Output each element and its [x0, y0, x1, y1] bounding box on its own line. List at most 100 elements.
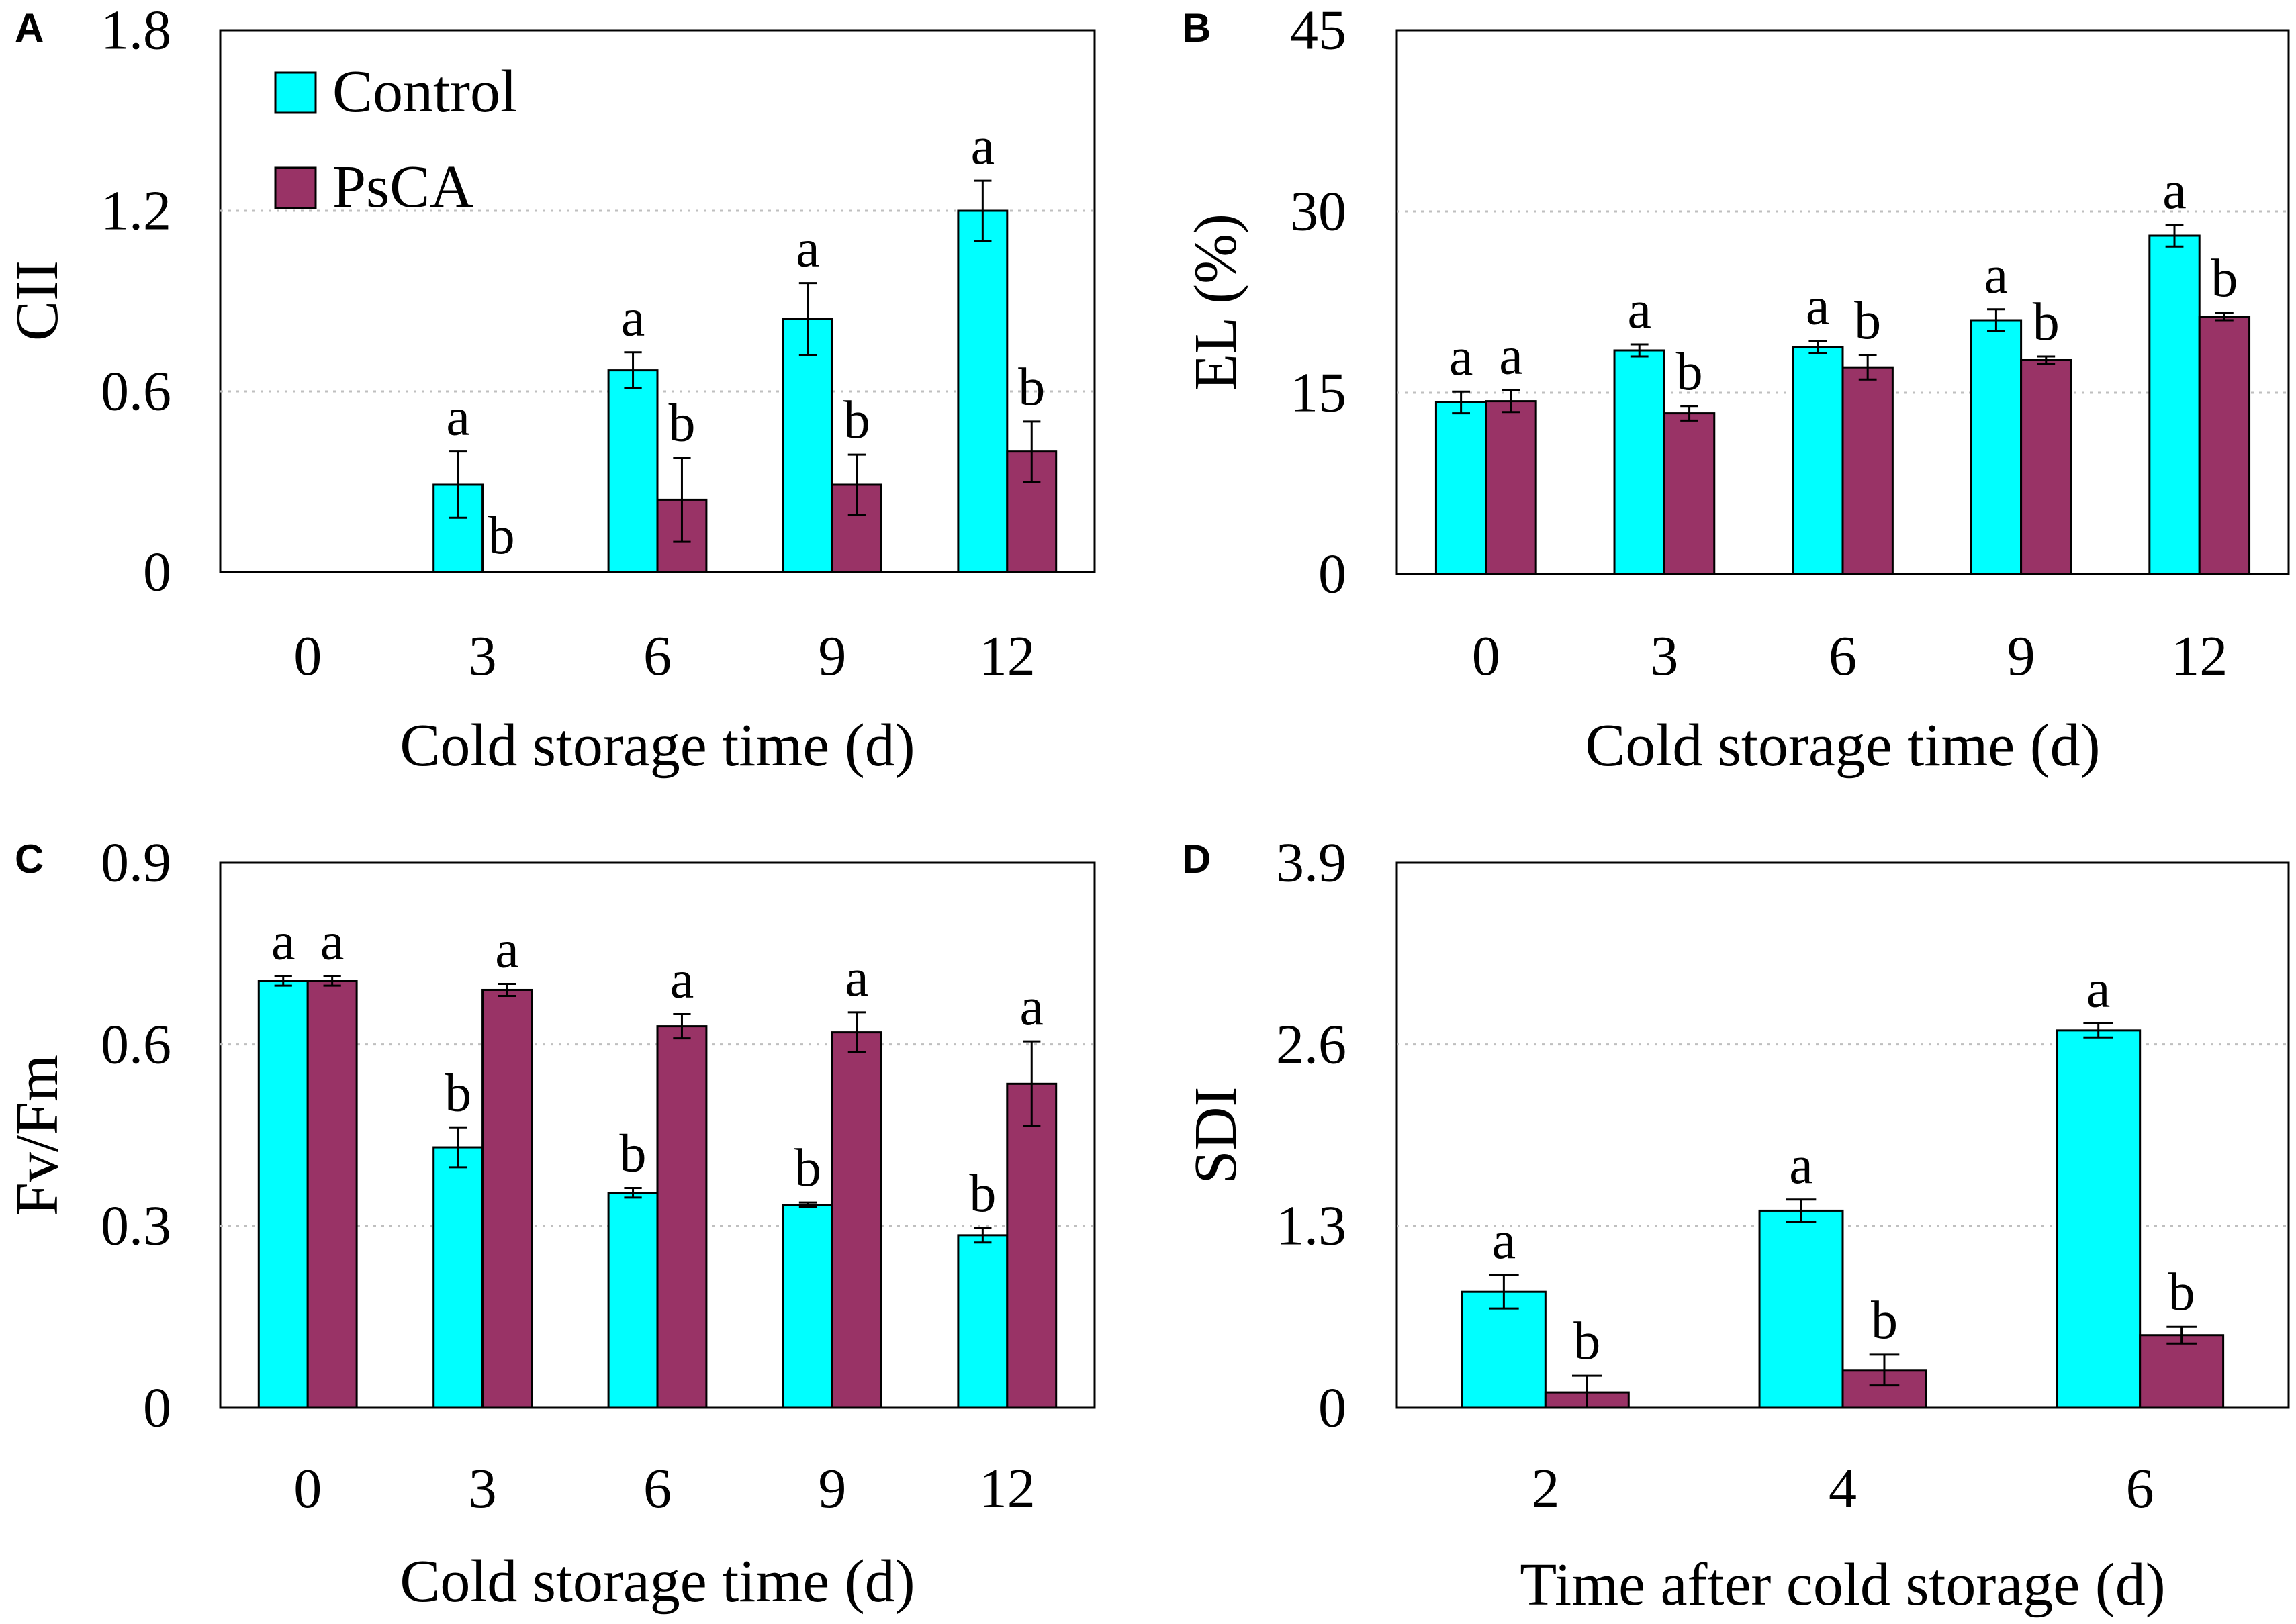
significance-letter-control-0: a	[271, 912, 295, 971]
y-tick-label: 3.9	[1276, 832, 1346, 894]
significance-letter-control-0: a	[1449, 328, 1473, 387]
y-tick-label: 0.3	[101, 1195, 171, 1257]
significance-letter-psca-12: a	[1019, 977, 1044, 1037]
x-tick-label: 9	[818, 625, 846, 687]
bar-control-3	[432, 1146, 484, 1409]
y-ticks-c: 0 0.3 0.6 0.9	[101, 832, 171, 1439]
x-tick-label: 9	[2007, 625, 2035, 687]
significance-letter-psca-9: b	[843, 391, 870, 450]
x-ticks-a: 0 3 6 9 12	[293, 625, 1036, 687]
bar-control-0	[257, 980, 309, 1409]
x-tick-label: 2	[1531, 1458, 1559, 1520]
bar-control-6	[607, 1192, 659, 1409]
panel-letter-d: D	[1182, 837, 1211, 881]
y-axis-label-b: EL (%)	[1183, 213, 1249, 391]
y-ticks-d: 0 1.3 2.6 3.9	[1276, 832, 1346, 1439]
y-tick-label: 0	[143, 1377, 171, 1439]
y-axis-label-d: SDI	[1183, 1086, 1249, 1184]
y-tick-label: 0.6	[101, 361, 171, 423]
y-tick-label: 1.3	[1276, 1195, 1346, 1257]
x-tick-label: 0	[293, 625, 322, 687]
bar-psca-12	[1006, 1082, 1058, 1409]
y-tick-label: 1.8	[101, 0, 171, 62]
significance-letter-control-12: a	[971, 117, 995, 176]
y-axis-label-c: Fv/Fm	[4, 1055, 71, 1216]
x-tick-label: 4	[1829, 1458, 1857, 1520]
bar-control-12	[957, 1234, 1009, 1409]
y-tick-label: 2.6	[1276, 1014, 1346, 1076]
significance-letter-control-6: a	[1806, 277, 1830, 336]
bar-psca-6	[656, 1025, 708, 1409]
bar-control-6	[607, 369, 659, 573]
bar-control-0	[1434, 401, 1487, 575]
significance-letter-control-6: b	[620, 1124, 647, 1183]
y-tick-label: 1.2	[101, 180, 171, 242]
bar-control-12	[957, 209, 1009, 573]
bar-psca-9	[2020, 359, 2072, 575]
bar-control-6	[2056, 1029, 2142, 1409]
significance-letter-psca-2: b	[1573, 1312, 1600, 1371]
significance-letter-control-3: a	[1627, 281, 1651, 340]
x-tick-label: 12	[979, 625, 1036, 687]
x-tick-label: 6	[2126, 1458, 2154, 1520]
significance-letter-psca-3: a	[495, 920, 519, 979]
significance-letter-control-9: a	[1984, 246, 2009, 305]
bar-psca-9	[831, 1031, 882, 1409]
significance-letter-psca-6: b	[668, 394, 695, 453]
significance-letter-psca-3: b	[488, 506, 515, 565]
y-tick-label: 45	[1290, 0, 1346, 62]
significance-letter-psca-12: b	[1018, 358, 1045, 417]
significance-letter-control-9: a	[796, 220, 820, 279]
significance-letter-psca-6: b	[2168, 1263, 2195, 1322]
significance-letter-psca-0: a	[1499, 326, 1523, 385]
bar-psca-3	[1663, 412, 1716, 575]
significance-letter-control-2: a	[1492, 1211, 1516, 1270]
x-tick-label: 9	[818, 1458, 846, 1520]
x-tick-label: 12	[2171, 625, 2228, 687]
x-tick-label: 0	[1472, 625, 1500, 687]
significance-letter-psca-6: b	[1854, 291, 1881, 350]
x-tick-label: 12	[979, 1458, 1036, 1520]
legend-swatch-psca	[274, 166, 317, 209]
bar-psca-6	[2139, 1334, 2225, 1409]
significance-letter-psca-12: b	[2211, 249, 2238, 308]
y-tick-label: 0.9	[101, 832, 171, 894]
bar-control-12	[2148, 234, 2201, 575]
bar-control-9	[782, 318, 833, 573]
x-tick-label: 6	[643, 625, 672, 687]
bar-control-9	[782, 1204, 833, 1409]
x-tick-label: 0	[293, 1458, 322, 1520]
x-axis-label-d: Time after cold storage (d)	[1520, 1551, 2165, 1618]
legend-swatch-control	[274, 71, 317, 114]
x-tick-label: 3	[469, 1458, 497, 1520]
bar-psca-3	[481, 988, 533, 1409]
x-tick-label: 3	[469, 625, 497, 687]
x-tick-label: 6	[643, 1458, 672, 1520]
significance-letter-control-9: b	[794, 1139, 821, 1198]
significance-letter-psca-9: b	[2033, 293, 2060, 352]
y-tick-label: 15	[1290, 362, 1346, 424]
y-ticks-b: 0 15 30 45	[1290, 0, 1346, 606]
significance-letter-control-6: a	[2086, 959, 2111, 1018]
bar-control-3	[1613, 349, 1665, 575]
y-tick-label: 0	[1318, 1377, 1346, 1439]
y-tick-label: 0	[143, 541, 171, 604]
x-ticks-c: 0 3 6 9 12	[293, 1458, 1036, 1520]
bar-psca-0	[306, 980, 358, 1409]
significance-letter-psca-3: b	[1676, 342, 1703, 401]
x-tick-label: 3	[1650, 625, 1678, 687]
significance-letter-control-3: b	[445, 1063, 471, 1123]
bar-psca-6	[1841, 366, 1894, 575]
x-ticks-b: 0 3 6 9 12	[1472, 625, 2228, 687]
y-tick-label: 0.6	[101, 1014, 171, 1076]
x-tick-label: 6	[1829, 625, 1857, 687]
